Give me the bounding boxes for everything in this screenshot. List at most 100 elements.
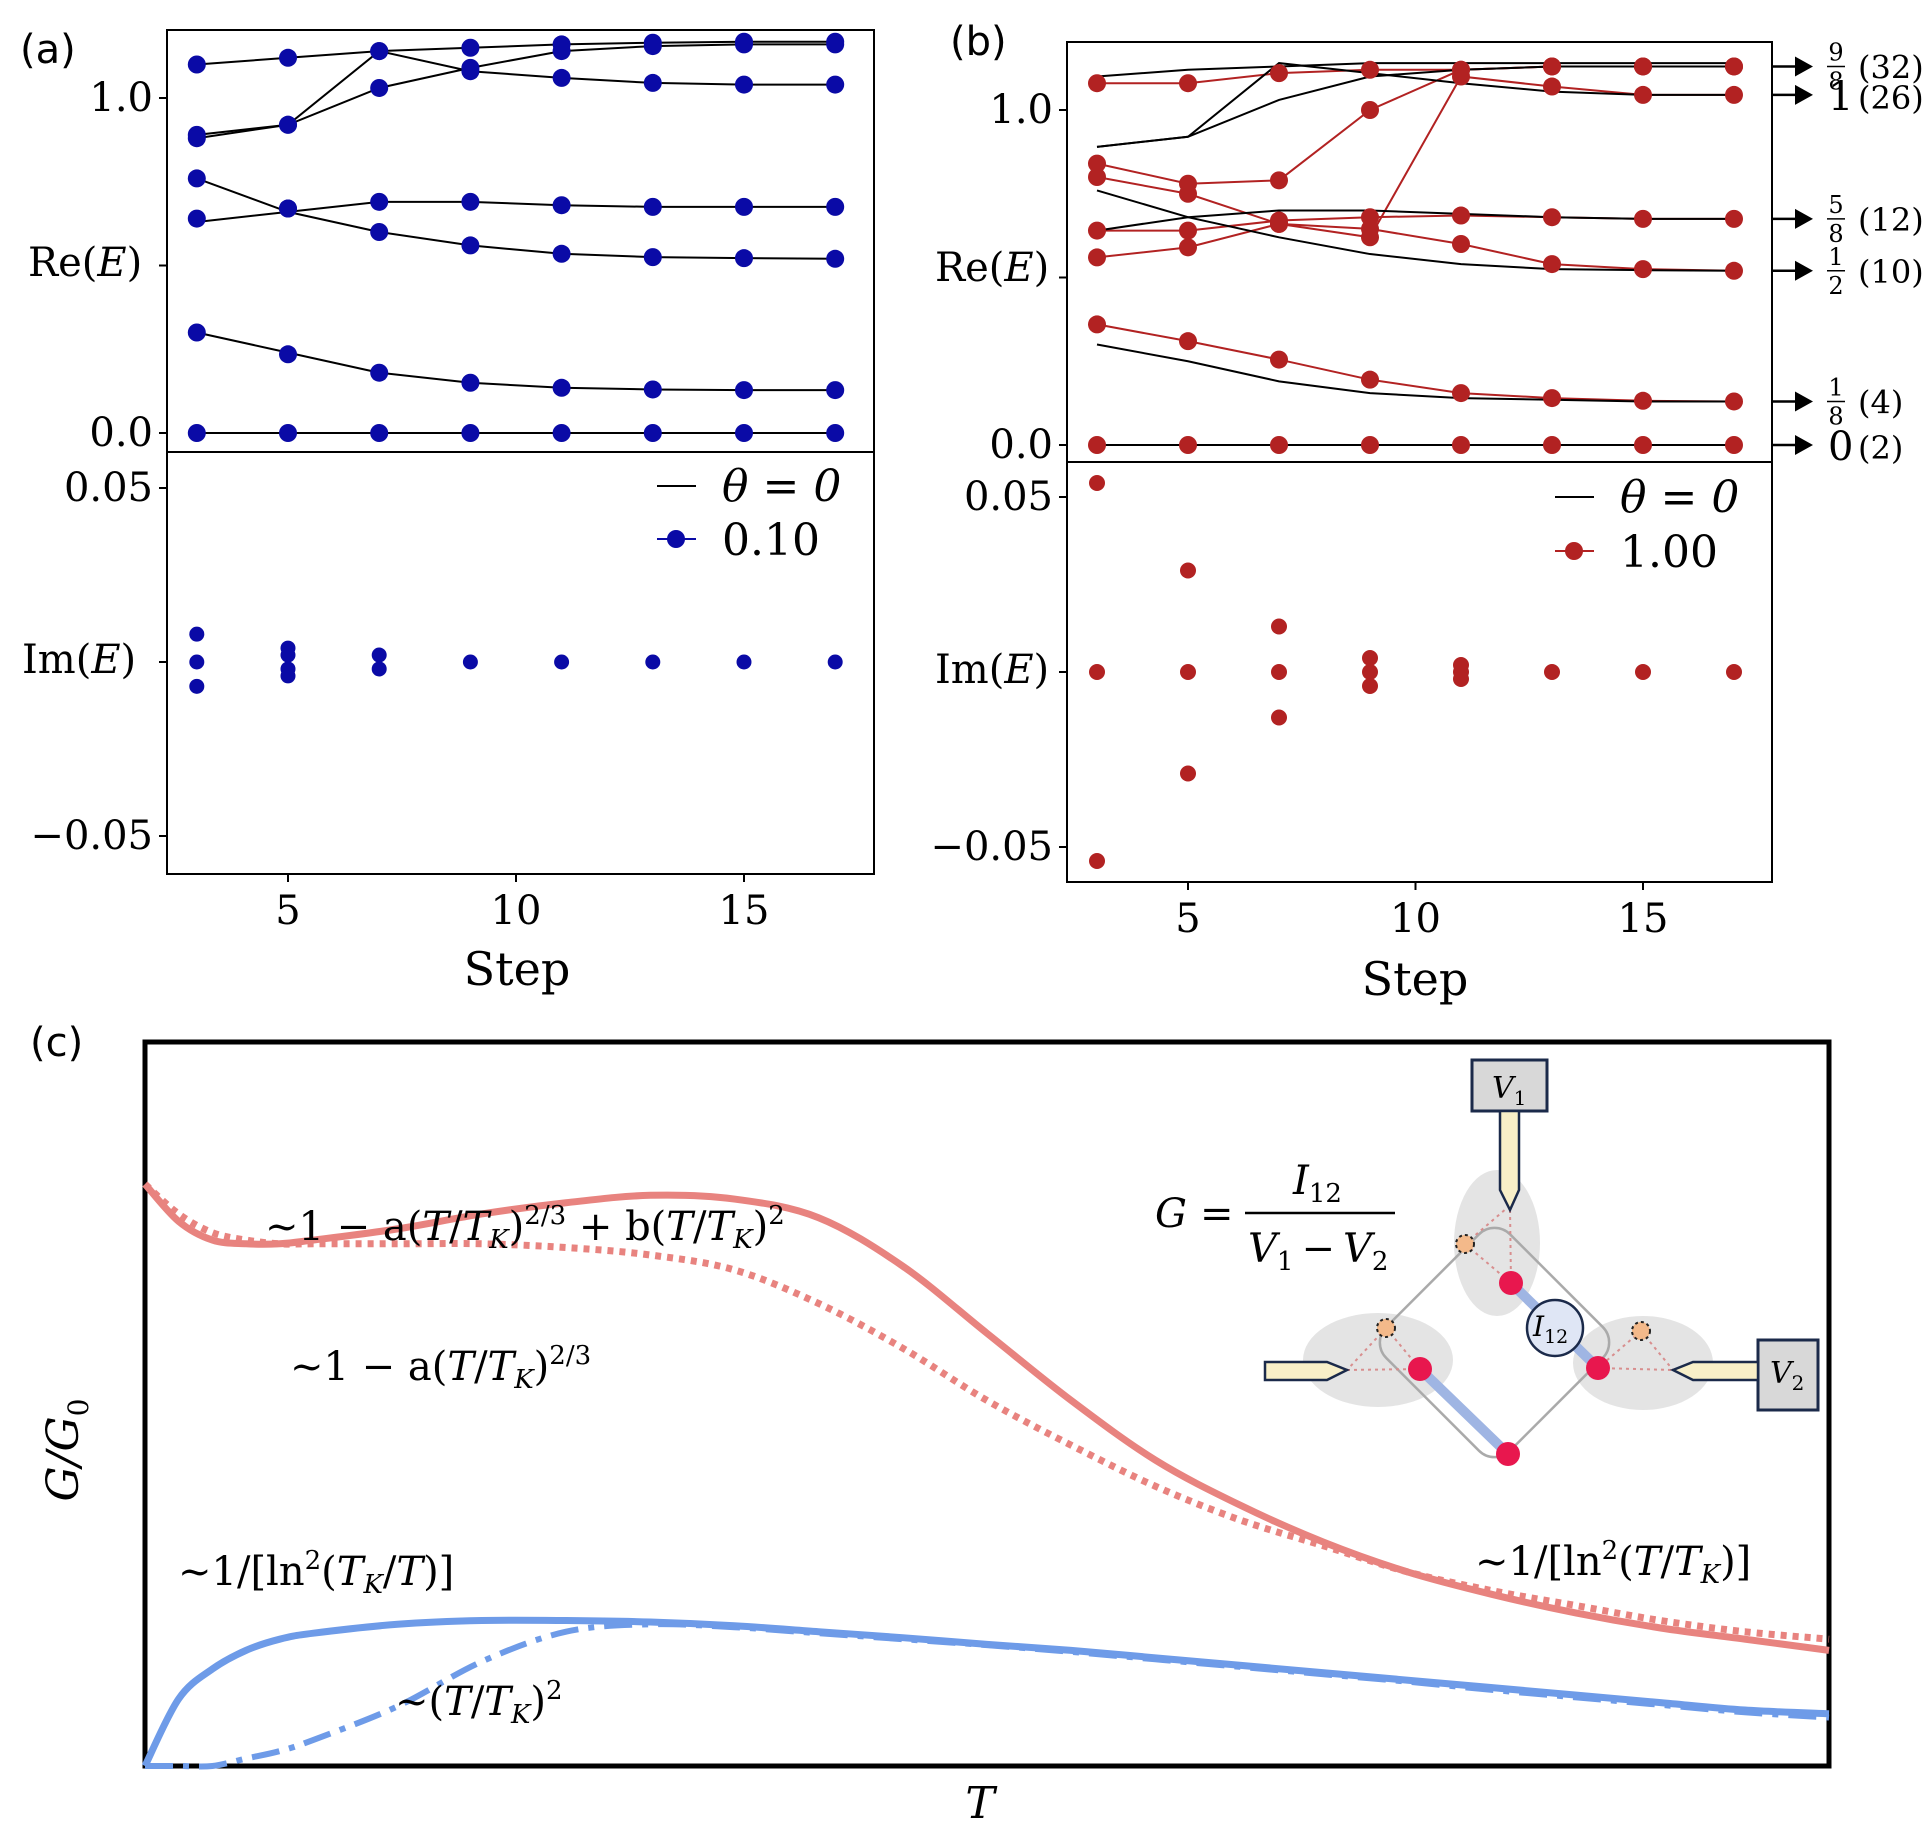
panel-b: 5 10 150.01.00.05−0.05 98 (32)1 (26)58 (12)12… (930, 38, 1923, 1006)
b-re-point-3-7 (1725, 261, 1743, 280)
a-re-point-6-6 (735, 75, 753, 94)
i12-circle (1525, 1298, 1585, 1358)
a-re-point-0-6 (735, 424, 753, 442)
a-re-point-6-3 (461, 62, 480, 81)
b-re-point-2-0 (1088, 221, 1106, 240)
a-re-point-3-4 (552, 244, 571, 263)
a-re-point-1-4 (552, 378, 571, 397)
b-annot-count-2: (12) (1858, 201, 1924, 239)
c-curve-pink-dotted (142, 1181, 1830, 1643)
b-re-ytick-label-0: 0.0 (989, 422, 1053, 468)
formula-num: I12 (1292, 1158, 1342, 1209)
a-re-point-5-3 (461, 38, 480, 57)
a-re-point-1-1 (279, 345, 297, 364)
a-re-point-5-1 (279, 48, 297, 67)
panel-b-im-frame (1066, 461, 1773, 883)
a-re-point-3-2 (370, 223, 389, 241)
panel-a-im-ylabel: Im(E) (22, 637, 136, 683)
b-annot-arrow-head-0 (1795, 56, 1813, 77)
a-re-point-0-7 (826, 424, 845, 442)
a-re-point-5-0 (187, 55, 206, 74)
b-annot-arrow-head-2 (1795, 208, 1813, 229)
panel-b-im-markers (1089, 475, 1742, 869)
a-re-point-3-3 (461, 236, 480, 255)
b-re-point-0-5 (1543, 436, 1561, 454)
b-re-point-2-7 (1725, 209, 1743, 228)
b-im-point-3 (1180, 562, 1196, 579)
formula-g: G (1155, 1191, 1187, 1237)
b-im-point-1 (1089, 664, 1105, 680)
a-re-point-3-0 (187, 169, 206, 188)
panel-b-legend-line-label: θ = 0 (1620, 472, 1739, 523)
a-re-point-2-3 (461, 192, 480, 211)
orange-dot-top (1455, 1234, 1475, 1254)
v1-lead (1498, 1109, 1521, 1213)
pink-dot-right (1586, 1356, 1610, 1380)
b-annot-den-4: 8 (1828, 402, 1843, 430)
b-im-point-0 (1089, 475, 1105, 491)
a-im-point-10 (554, 654, 570, 670)
a-xtick-label-10: 10 (491, 888, 542, 934)
panel-b-right-annotations: 98 (32)1 (26)58 (12)12 (10)18 (4)0 (2) (1772, 38, 1924, 470)
b-im-point-15 (1544, 664, 1560, 680)
i12-label: I12 (1532, 1310, 1568, 1348)
a-theta0-line-4 (196, 43, 836, 136)
panel-b-re-markers (1088, 57, 1743, 454)
b-re-point-6-3 (1361, 228, 1379, 247)
a-re-point-1-3 (461, 373, 480, 392)
b-theta0-line-5 (1096, 62, 1734, 78)
a-im-point-12 (736, 654, 752, 670)
b-annot-num-0: 9 (1828, 38, 1843, 66)
b-theta0-line-4 (1096, 65, 1734, 148)
b-re-point-6-0 (1088, 168, 1106, 186)
a-theta0-line-3 (196, 177, 836, 260)
b-re-point-1-6 (1634, 391, 1652, 410)
panel-c-frame (142, 1039, 1832, 1769)
panel-a-re-markers (187, 32, 845, 442)
b-re-point-0-1 (1179, 436, 1197, 454)
b-re-point-5-1 (1179, 74, 1197, 93)
a-re-ytick-label-0: 0.0 (89, 410, 153, 456)
b-re-point-1-7 (1725, 392, 1743, 411)
b-re-point-5-5 (1543, 57, 1561, 76)
formula-eq: = (1200, 1191, 1234, 1237)
b-im-point-8 (1271, 709, 1287, 726)
b-im-point-2 (1089, 853, 1105, 869)
b-re-point-1-0 (1088, 315, 1106, 334)
b-re-point-3-1 (1179, 238, 1197, 257)
b-annot-value-5: 0 (1828, 424, 1853, 470)
panel-a-re-frame (166, 29, 875, 453)
v1-box (1470, 1058, 1549, 1113)
a-im-point-4 (280, 647, 296, 663)
b-re-point-6-7 (1725, 85, 1743, 104)
b-re-point-0-3 (1361, 436, 1379, 454)
b-re-point-2-4 (1452, 206, 1470, 225)
a-re-ytick-label-1: 1.0 (89, 75, 153, 121)
a-re-point-3-6 (735, 249, 753, 268)
b-im-point-4 (1180, 664, 1196, 680)
a-re-point-2-5 (643, 197, 662, 216)
b-re-point-3-4 (1452, 235, 1470, 253)
b-re-point-5-2 (1270, 64, 1288, 83)
a-re-point-1-2 (370, 363, 389, 382)
b-annot-num-4: 1 (1828, 373, 1843, 401)
b-re-point-1-3 (1361, 370, 1379, 389)
coupling-bar-bottom (1415, 1364, 1513, 1459)
b-xtick-label-10: 10 (1390, 896, 1441, 942)
panel-c-curves (141, 1181, 1830, 1770)
b-re-point-0-6 (1634, 436, 1652, 454)
panel-c-xlabel: T (965, 1778, 998, 1828)
panel-b-im-ylabel: Im(E) (935, 647, 1049, 693)
a-re-point-5-4 (552, 35, 571, 54)
a-im-ytick-label-0: 0.05 (64, 465, 153, 511)
b-im-point-11 (1362, 678, 1378, 694)
a-im-point-0 (189, 626, 205, 642)
b-im-point-17 (1726, 664, 1742, 680)
device-diamond (1378, 1226, 1611, 1459)
b-re-point-6-2 (1270, 214, 1288, 233)
panel-a-re-ylabel: Re(E) (28, 240, 142, 286)
b-re-point-6-5 (1543, 77, 1561, 96)
b-re-point-0-7 (1725, 436, 1743, 454)
a-re-point-6-4 (552, 68, 571, 87)
a-re-point-5-6 (735, 32, 753, 51)
